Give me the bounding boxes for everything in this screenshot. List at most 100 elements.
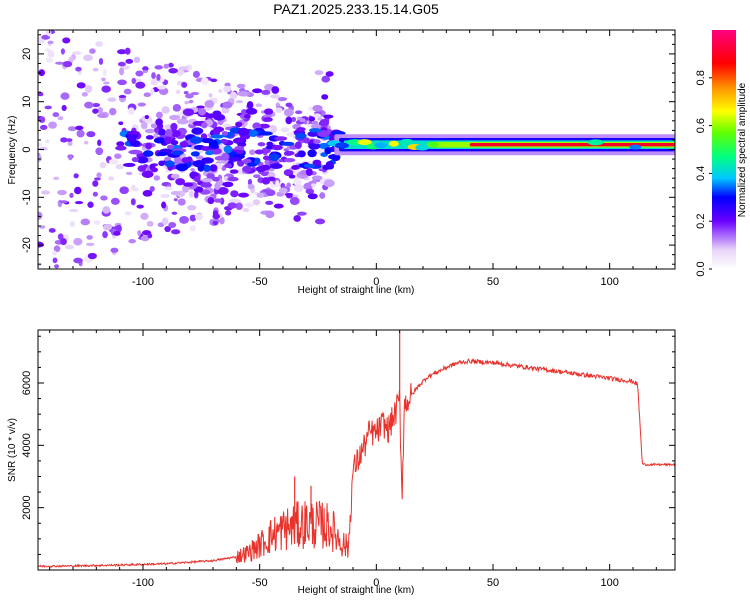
spectrogram-speckle (69, 192, 74, 198)
spectrogram-speckle (107, 97, 117, 102)
spectrogram-core-blob (170, 140, 179, 146)
spectrogram-speckle (278, 159, 284, 163)
spectrogram-speckle (102, 68, 107, 77)
spectrogram-speckle (108, 176, 115, 181)
colorbar-tick-label: 0.2 (695, 214, 707, 229)
spectrogram-speckle (128, 238, 136, 244)
spectrogram-speckle (127, 107, 135, 116)
spectrogram-speckle (117, 49, 127, 55)
spectrogram-speckle (189, 225, 196, 232)
spectrogram-speckle (179, 215, 189, 224)
spectrogram-arm-blob (150, 123, 158, 129)
spectrogram-core-blob (313, 139, 321, 145)
snr-x-ticks: -100 -50 0 50 100 (49, 330, 657, 589)
spectrogram-core-blob (197, 164, 205, 172)
spectrogram-speckle (207, 197, 215, 205)
spectrogram-arm-blob (201, 121, 208, 129)
spectrogram-arm-blob (311, 175, 323, 181)
spectrogram-speckle (275, 180, 280, 187)
spectrogram-speckle (84, 85, 93, 93)
spectrogram-arm-blob (293, 215, 301, 222)
spectrogram-speckle (39, 124, 48, 130)
spectrogram-arm-blob (237, 91, 250, 97)
spectrogram-speckle (150, 78, 158, 86)
spectrogram-core-blob (221, 152, 230, 161)
spectrogram-speckle (55, 61, 64, 65)
spectrogram-speckle (310, 183, 316, 187)
spectrogram-speckle (149, 88, 155, 95)
spectrogram-speckle (178, 66, 189, 71)
spectrogram-arm-blob (296, 127, 306, 132)
spectrogram-speckle (287, 193, 293, 197)
spectrogram-speckle (85, 242, 95, 246)
spectrogram-speckle (86, 131, 96, 138)
spectrogram-speckle (194, 213, 204, 221)
spectrogram-speckle (143, 92, 151, 98)
spectrogram-core-blob (224, 163, 233, 169)
spectrogram-core-blob (128, 149, 143, 155)
spectrogram-core-blob (189, 136, 203, 144)
spectrogram-speckle (140, 212, 149, 220)
spectrogram-speckle (83, 140, 89, 145)
spectrogram-speckle (235, 202, 243, 210)
spectrogram-speckle (80, 218, 91, 226)
spectrogram-arm-blob (237, 160, 245, 167)
x-tick-label: -50 (252, 577, 268, 589)
spectrogram-speckle (283, 169, 294, 177)
x-tick-label: 0 (373, 577, 379, 589)
spectrogram-arm-blob (206, 172, 215, 180)
spectrogram-speckle (44, 105, 52, 110)
spectrogram-arm-blob (235, 121, 243, 128)
spectrogram-core-blob (271, 144, 283, 151)
spectrogram-speckle (75, 66, 82, 72)
spectrogram-speckle (97, 139, 102, 147)
spectrogram-speckle (177, 198, 186, 206)
spectrogram-speckle (114, 153, 122, 159)
spectrogram-speckle (256, 192, 265, 198)
spectrogram-speckle (295, 110, 303, 115)
spectrogram-core-blob (145, 142, 152, 150)
spectrogram-arm-blob (289, 197, 300, 205)
spectrogram-arm-blob (278, 187, 288, 194)
x-tick-label: 50 (487, 577, 499, 589)
spectrogram-speckle (62, 61, 73, 68)
spectrogram-arm-blob (288, 174, 296, 179)
spectrogram-speckle (124, 47, 131, 55)
spectrogram-marks (38, 30, 675, 269)
spectrogram-speckle (146, 220, 154, 227)
spectrogram-arm-blob (211, 176, 220, 182)
spectrogram-speckle (263, 108, 274, 115)
spectrogram-speckle (41, 190, 51, 195)
spectrogram-speckle (92, 103, 101, 108)
spectrogram-speckle (38, 211, 43, 220)
spectrogram-speckle (164, 225, 171, 233)
spectrogram-arm-blob (151, 167, 158, 173)
spectrogram-speckle (95, 147, 104, 156)
spectrogram-arm-blob (285, 102, 293, 108)
spectrogram-arm-blob (213, 114, 226, 121)
spectrogram-speckle (38, 116, 46, 124)
spectrogram-x-axis-label: Height of straight line (km) (298, 285, 415, 296)
spectrogram-core-blob (325, 160, 334, 169)
spectrogram-core-blob (137, 165, 147, 172)
spectrogram-core-blob (254, 149, 264, 155)
x-tick-label: 100 (600, 276, 618, 288)
spectrogram-core-blob (210, 134, 224, 139)
spectrogram-core-blob (126, 130, 140, 135)
spectrogram-speckle (45, 57, 53, 63)
spectrogram-speckle (249, 149, 256, 155)
spectrogram-core-blob (237, 127, 250, 136)
spectrogram-arm-blob (263, 117, 273, 122)
spectrogram-speckle (38, 154, 42, 162)
spectrogram-speckle (87, 252, 97, 260)
spectrogram-speckle (100, 195, 108, 201)
spectrogram-speckle (299, 118, 306, 123)
tone-band-peak (469, 143, 675, 147)
snr-series-line (38, 358, 675, 568)
spectrogram-speckle (130, 198, 136, 206)
spectrogram-arm-blob (261, 89, 271, 95)
spectrogram-speckle (84, 101, 94, 109)
y-tick-label: 4000 (21, 433, 33, 457)
spectrogram-speckle (151, 72, 156, 80)
